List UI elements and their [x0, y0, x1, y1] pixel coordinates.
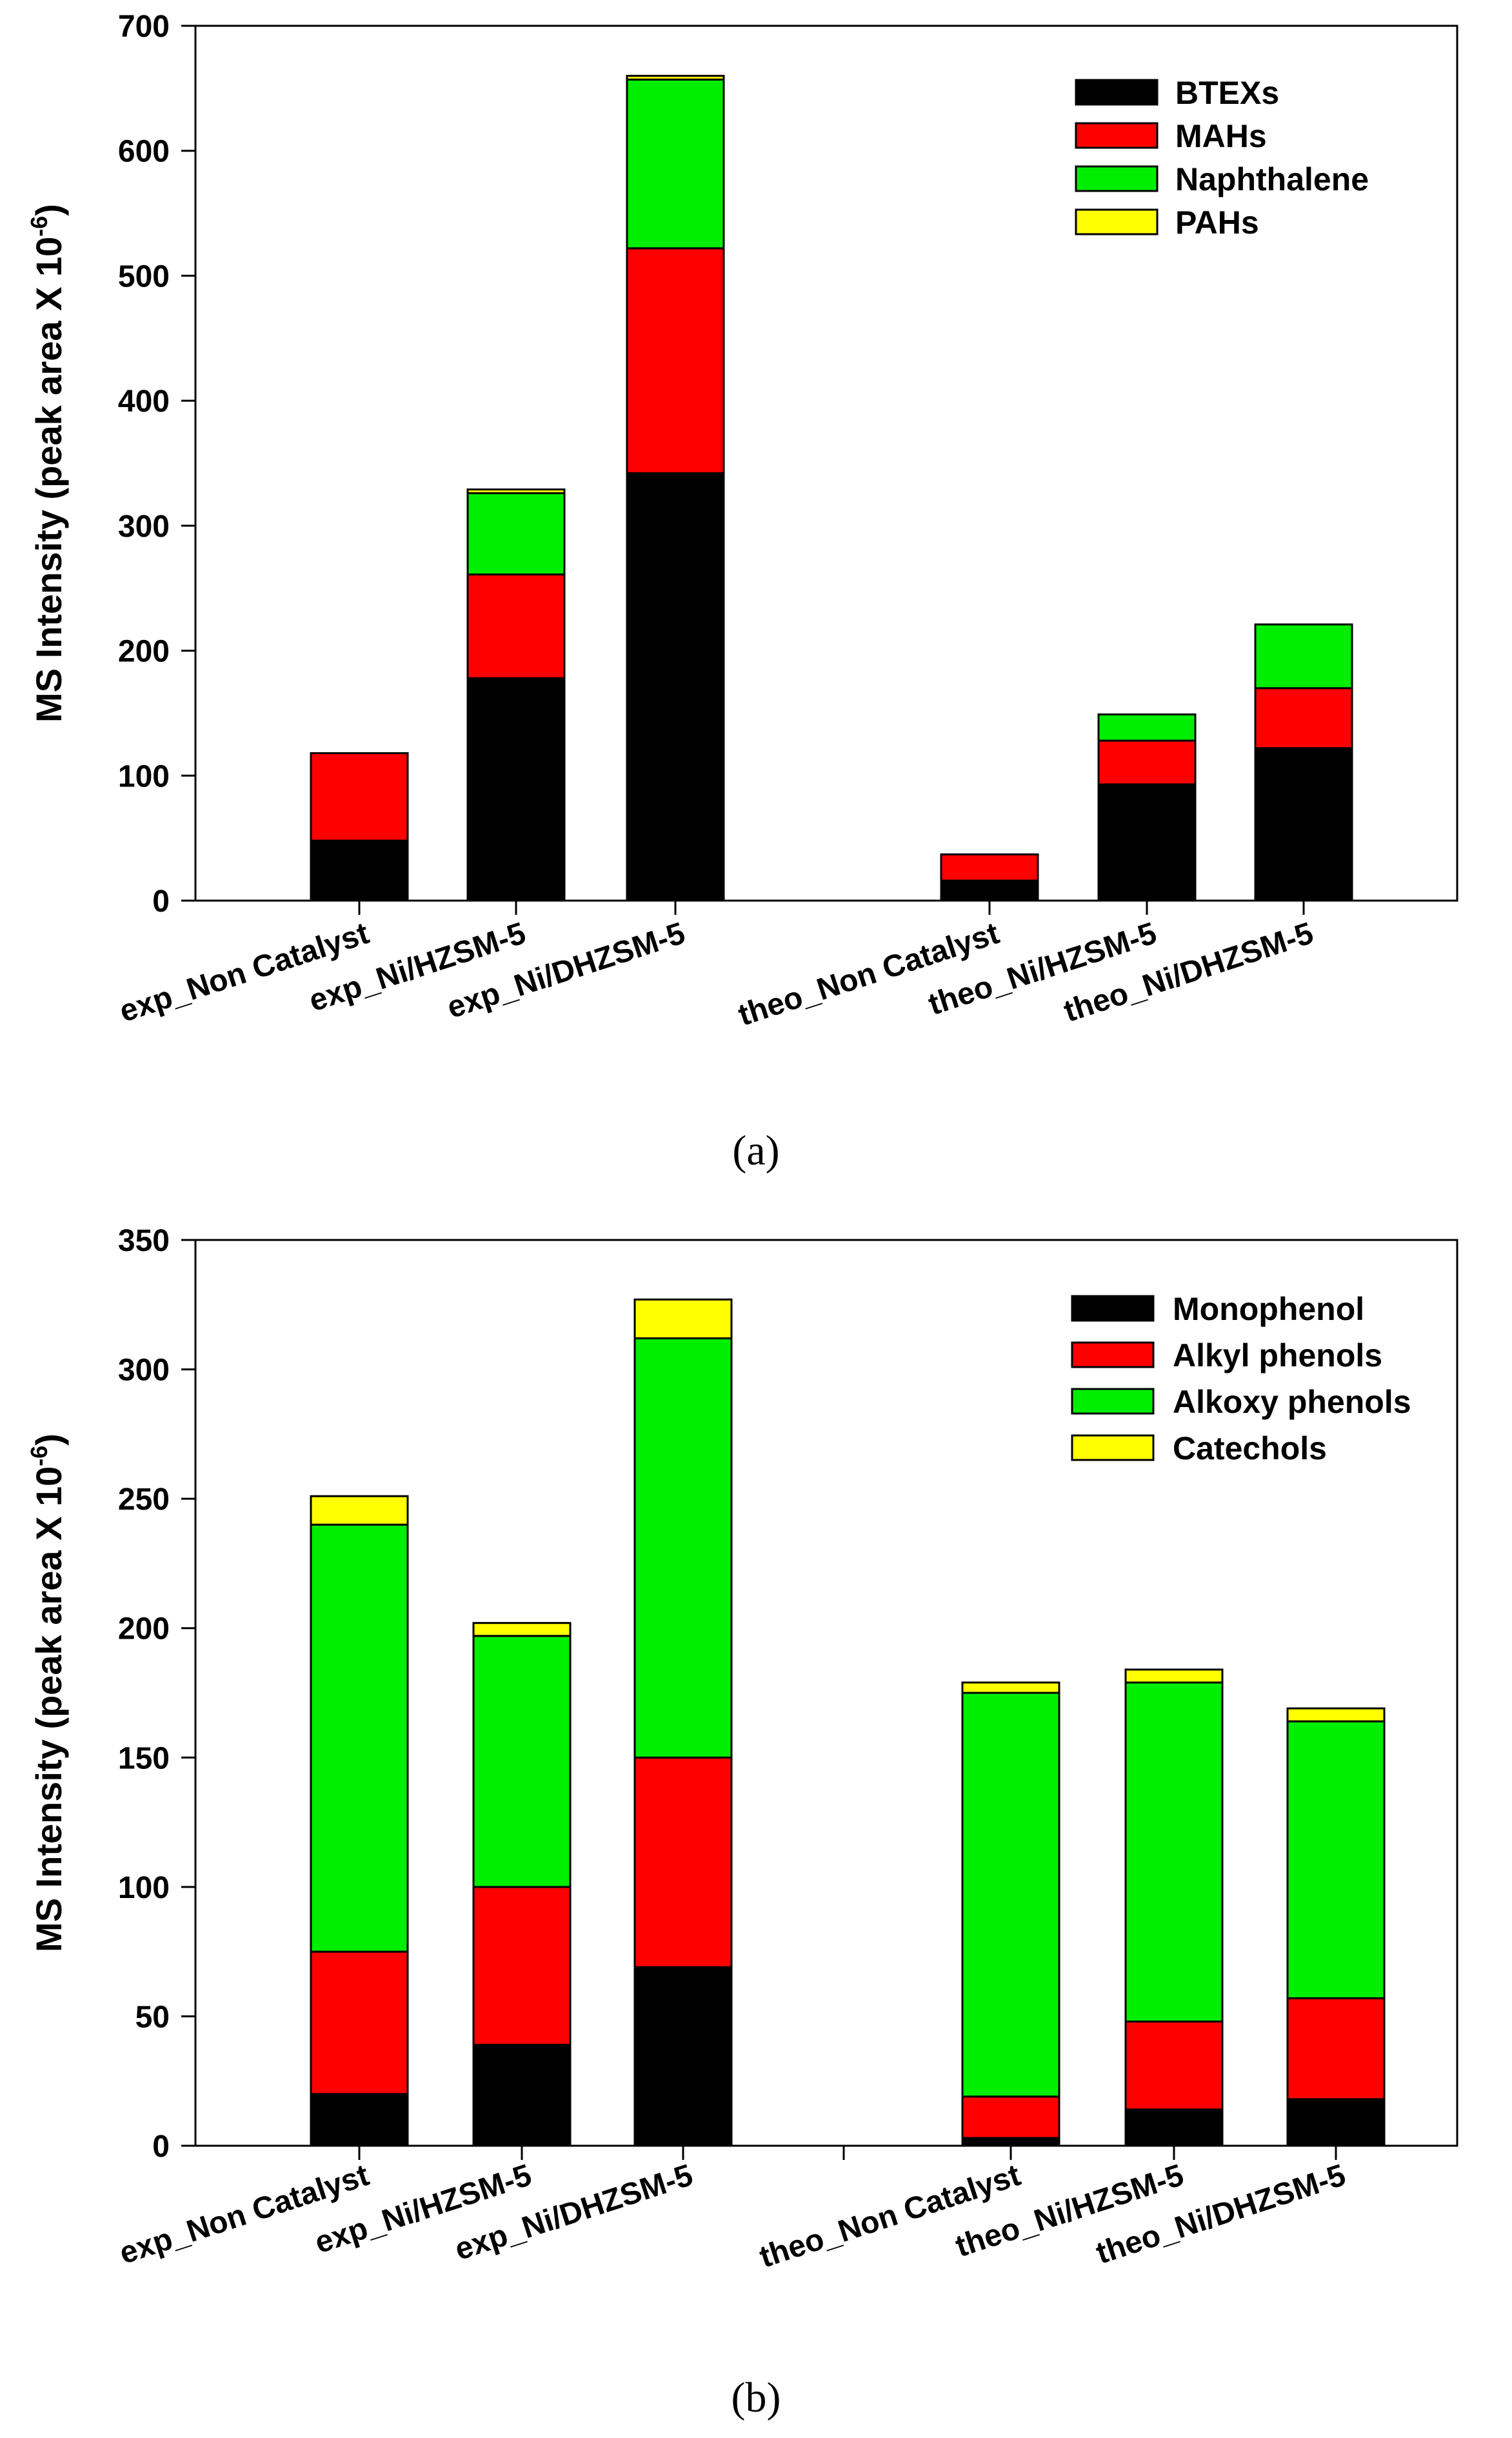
chart-a-y-tick-label: 500	[118, 259, 170, 294]
chart-a-legend-swatch	[1075, 122, 1159, 149]
chart-a-legend-label: Naphthalene	[1175, 161, 1369, 197]
chart-a-y-axis-label: MS Intensity (peak area X 10-6)	[26, 204, 69, 723]
chart-b-y-tick-label: 50	[135, 2000, 170, 2034]
chart-a-bar-naphthalene-3	[626, 78, 725, 250]
chart-a-y-tick-label: 0	[152, 884, 170, 919]
chart-a-legend-label: BTEXs	[1175, 75, 1279, 111]
chart-b-bar-alkoxy-phenols-5	[1124, 1681, 1224, 2023]
chart-b-panel-label: (b)	[731, 2374, 781, 2421]
chart-b-y-axis-label-close: )	[28, 1434, 69, 1446]
chart-b-bar-alkoxy-phenols-1	[310, 1523, 409, 1953]
chart-a-bar-mahs-6	[1254, 687, 1353, 750]
chart-a-panel-label: (a)	[732, 1127, 779, 1174]
chart-a-y-tick-label: 700	[118, 10, 170, 44]
chart-b-y-tick-label: 300	[118, 1354, 170, 1388]
chart-b-y-axis-label-main: MS Intensity (peak area X 10	[28, 1466, 69, 1952]
chart-a-legend-label: MAHs	[1175, 118, 1267, 154]
chart-a-bar-btexs-6	[1254, 747, 1353, 902]
chart-b-y-tick-label: 0	[152, 2130, 170, 2164]
chart-a-y-tick-label: 400	[118, 385, 170, 419]
chart-b-y-tick-label: 200	[118, 1612, 170, 1646]
chart-a-bar-pahs-2	[466, 488, 566, 494]
chart-b-y-axis-label: MS Intensity (peak area X 10-6)	[26, 1434, 69, 1952]
chart-a-bar-btexs-3	[626, 472, 725, 902]
chart-a-legend-swatch	[1075, 165, 1159, 192]
chart-a-y-tick-label: 200	[118, 635, 170, 669]
chart-a-category-label: theo_Non Catalyst	[734, 916, 1003, 1033]
chart-a-bar-mahs-3	[626, 247, 725, 474]
chart-a-plot-frame	[194, 25, 1458, 902]
chart-b-legend-swatch	[1071, 1434, 1155, 1461]
chart-b-y-tick-label: 150	[118, 1741, 170, 1775]
chart-b-bar-monophenol-4	[961, 2137, 1060, 2147]
chart-b-y-tick-label: 350	[118, 1224, 170, 1258]
chart-b-bar-catechols-2	[472, 1622, 572, 1637]
chart-b-bar-monophenol-2	[472, 2044, 572, 2147]
chart-b-legend-label: Alkyl phenols	[1173, 1337, 1382, 1374]
chart-b-legend: Monophenol Alkyl phenols Alkoxy phenols Cat…	[1071, 1291, 1411, 1466]
chart-a-y-axis-label-exponent: -6	[26, 216, 52, 237]
chart-b-bar-monophenol-3	[633, 1966, 733, 2147]
chart-b-bar-alkyl-phenols-6	[1286, 1997, 1386, 2101]
chart-b-legend-swatch	[1071, 1388, 1155, 1415]
chart-b-bar-monophenol-6	[1286, 2098, 1386, 2147]
chart-b-legend-swatch	[1071, 1295, 1155, 1322]
chart-a-bar-btexs-5	[1097, 783, 1197, 902]
chart-b-bar-monophenol-1	[310, 2093, 409, 2147]
chart-b-y-axis-label-exponent: -6	[26, 1446, 52, 1466]
chart-a-legend-swatch	[1075, 208, 1159, 235]
chart-b-bar-alkyl-phenols-2	[472, 1886, 572, 2046]
chart-a-bar-btexs-4	[940, 879, 1039, 902]
chart-b-legend-label: Monophenol	[1173, 1291, 1364, 1327]
chart-b-y-tick-label: 250	[118, 1483, 170, 1517]
chart-b-bar-catechols-6	[1286, 1707, 1386, 1723]
chart-b-category-label: theo_Non Catalyst	[755, 2158, 1024, 2275]
chart-b-bar-alkoxy-phenols-3	[633, 1337, 733, 1759]
chart-a-bar-mahs-1	[310, 752, 409, 842]
chart-b-legend-swatch	[1071, 1341, 1155, 1368]
chart-b-y-tick-label: 100	[118, 1871, 170, 1905]
chart-b-bar-alkyl-phenols-4	[961, 2095, 1060, 2139]
chart-a-y-tick-label: 100	[118, 759, 170, 794]
chart-a-bar-mahs-4	[940, 853, 1039, 882]
chart-b-bar-alkyl-phenols-5	[1124, 2020, 1224, 2111]
chart-a-bar-pahs-3	[626, 74, 725, 81]
chart-a-bar-naphthalene-2	[466, 492, 566, 575]
chart-b-bar-catechols-5	[1124, 1668, 1224, 1684]
chart-b-bar-alkyl-phenols-3	[633, 1756, 733, 1968]
chart-b-legend-label: Alkoxy phenols	[1173, 1384, 1411, 1420]
chart-b-bar-alkoxy-phenols-6	[1286, 1720, 1386, 1999]
chart-b-bar-monophenol-5	[1124, 2108, 1224, 2147]
chart-a-y-tick-label: 600	[118, 135, 170, 169]
chart-a-y-axis-label-close: )	[28, 204, 69, 216]
chart-a-y-axis-label-main: MS Intensity (peak area X 10	[28, 237, 69, 723]
chart-a-legend: BTEXs MAHs Naphthalene PAHs	[1075, 75, 1369, 241]
chart-b-bar-alkoxy-phenols-4	[961, 1692, 1060, 2098]
chart-a-bar-btexs-1	[310, 839, 409, 902]
chart-b-bar-catechols-3	[633, 1298, 733, 1339]
chart-b-bar-catechols-1	[310, 1495, 409, 1526]
chart-a-y-tick-label: 300	[118, 510, 170, 544]
chart-a-bar-naphthalene-5	[1097, 713, 1197, 742]
chart-a-legend-label: PAHs	[1175, 205, 1259, 241]
chart-b-plot-frame	[194, 1239, 1458, 2147]
chart-a-bar-btexs-2	[466, 677, 566, 902]
chart-a-bar-naphthalene-6	[1254, 623, 1353, 690]
chart-b-legend-label: Catechols	[1173, 1430, 1327, 1466]
chart-b-bar-alkoxy-phenols-2	[472, 1635, 572, 1888]
chart-b-bar-catechols-4	[961, 1681, 1060, 1694]
chart-a-bar-mahs-5	[1097, 739, 1197, 786]
chart-b-bar-alkyl-phenols-1	[310, 1950, 409, 2095]
chart-a-legend-swatch	[1075, 79, 1159, 106]
chart-a-bar-mahs-2	[466, 573, 566, 679]
